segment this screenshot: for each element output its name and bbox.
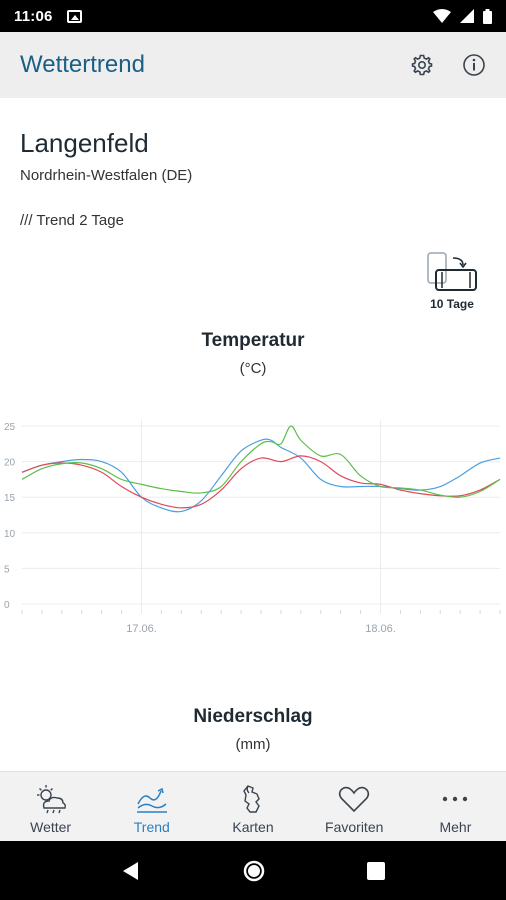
- y-tick-label: 20: [4, 458, 16, 469]
- nav-item-trend[interactable]: Trend: [101, 772, 202, 841]
- y-tick-label: 0: [4, 600, 10, 611]
- gear-icon[interactable]: [410, 53, 434, 77]
- nav-label: Karten: [232, 819, 274, 835]
- x-tick-label: 17.06.: [126, 623, 157, 635]
- y-tick-label: 25: [4, 422, 16, 433]
- temperature-series-line-2: [21, 455, 501, 509]
- signal-icon: [460, 9, 474, 23]
- temperature-chart-unit: (°C): [239, 360, 267, 377]
- image-notification-icon: [66, 9, 82, 23]
- nav-item-favoriten[interactable]: Favoriten: [304, 772, 405, 841]
- region-name: Nordrhein-Westfalen (DE): [20, 167, 193, 184]
- y-tick-label: 10: [4, 529, 16, 540]
- status-bar: 11:06: [0, 0, 506, 32]
- temperature-chart-title: Temperatur: [201, 330, 305, 351]
- app-bar: Wettertrend: [0, 32, 506, 98]
- bottom-navigation: Wetter Trend Karten Favoriten: [0, 771, 506, 841]
- rotate-phone-icon: [427, 252, 477, 291]
- precipitation-chart-unit: (mm): [235, 736, 271, 753]
- back-icon[interactable]: [120, 860, 142, 882]
- home-icon[interactable]: [242, 859, 266, 883]
- x-tick-label: 18.06.: [365, 623, 396, 635]
- maps-icon: [243, 785, 260, 813]
- y-tick-label: 15: [4, 493, 16, 504]
- weather-icon: [36, 785, 66, 814]
- system-navigation-bar: [0, 841, 506, 900]
- trend-label: /// Trend 2 Tage: [20, 212, 124, 229]
- heart-icon: [339, 786, 370, 813]
- trend-icon: [136, 787, 167, 813]
- nav-label: Mehr: [439, 819, 472, 835]
- nav-item-karten[interactable]: Karten: [202, 772, 303, 841]
- city-name: Langenfeld: [20, 128, 149, 158]
- recents-icon[interactable]: [366, 861, 386, 881]
- temperature-chart: 0 5 10 15 20 25 17.06. 18.06.: [4, 420, 501, 635]
- info-icon[interactable]: [462, 53, 486, 77]
- more-icon: [443, 796, 468, 802]
- nav-item-mehr[interactable]: Mehr: [405, 772, 506, 841]
- status-time: 11:06: [14, 7, 53, 25]
- wifi-icon: [433, 9, 451, 23]
- nav-label: Trend: [133, 819, 170, 835]
- ten-day-toggle-button[interactable]: 10 Tage: [423, 250, 481, 316]
- y-tick-label: 5: [4, 564, 10, 575]
- status-icons: [433, 8, 492, 24]
- precipitation-chart-title: Niederschlag: [193, 706, 313, 727]
- nav-item-wetter[interactable]: Wetter: [0, 772, 101, 841]
- nav-label: Wetter: [30, 819, 72, 835]
- location-block: Langenfeld Nordrhein-Westfalen (DE): [20, 128, 192, 184]
- temperature-series-line-3: [21, 425, 501, 498]
- nav-label: Favoriten: [325, 819, 384, 835]
- ten-day-label: 10 Tage: [430, 297, 474, 311]
- battery-icon: [483, 8, 492, 24]
- app-title: Wettertrend: [20, 51, 145, 78]
- temperature-series-line-1: [21, 438, 501, 513]
